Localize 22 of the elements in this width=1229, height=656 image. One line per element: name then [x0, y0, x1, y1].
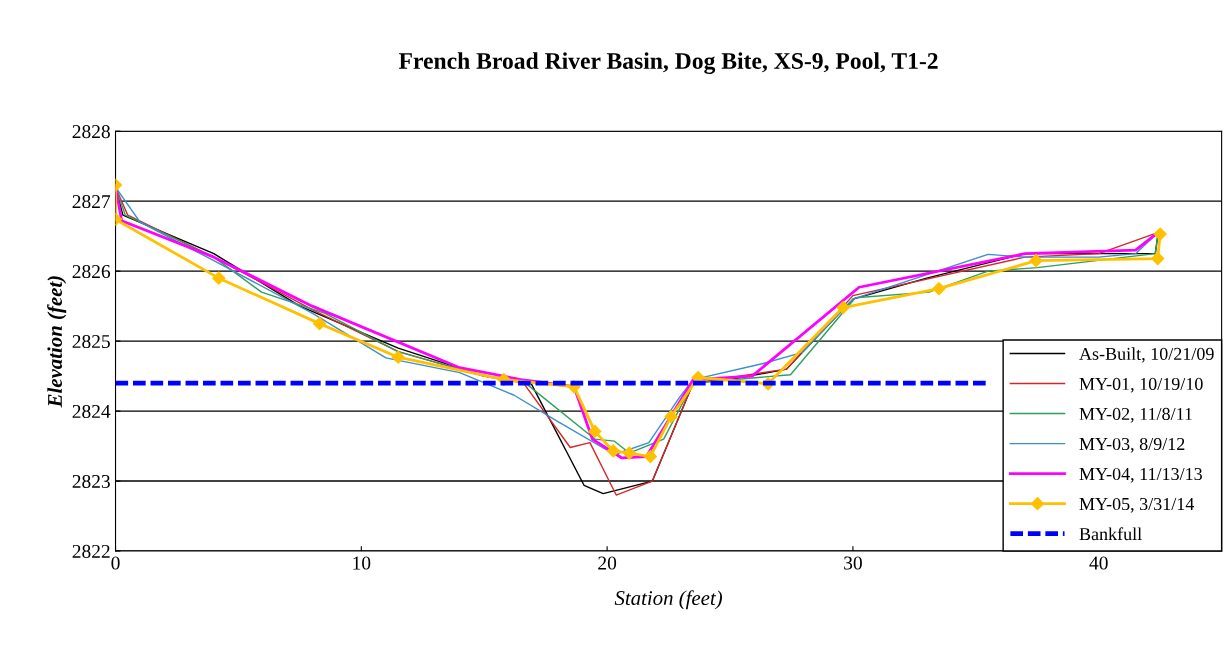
- y-tick-label: 2828: [72, 125, 110, 139]
- legend-label: MY-05, 3/31/14: [1079, 497, 1195, 513]
- legend-label: MY-03, 8/9/12: [1079, 437, 1185, 453]
- legend-label: Bankfull: [1079, 527, 1142, 541]
- x-tick-label: 0: [111, 556, 120, 570]
- legend-label: As-Built, 10/21/09: [1079, 347, 1214, 363]
- legend-label: MY-04, 11/13/13: [1079, 467, 1202, 483]
- legend-label: MY-01, 10/19/10: [1079, 377, 1203, 393]
- y-tick-label: 2826: [72, 264, 111, 279]
- x-tick-label: 20: [598, 556, 617, 570]
- y-tick-label: 2823: [72, 474, 110, 488]
- legend-label: MY-02, 11/8/11: [1079, 407, 1192, 423]
- y-tick-label: 2824: [72, 404, 111, 419]
- x-tick-label: 30: [844, 556, 862, 570]
- y-tick-label: 2822: [72, 544, 110, 558]
- y-tick-label: 2827: [72, 194, 111, 209]
- y-axis-title: Elevation (feet): [47, 276, 67, 408]
- x-tick-label: 10: [353, 556, 371, 570]
- y-tick-label: 2825: [72, 334, 110, 349]
- x-axis-title: Station (feet): [614, 590, 723, 610]
- x-tick-label: 40: [1089, 556, 1108, 570]
- chart-title: French Broad River Basin, Dog Bite, XS-9, Pool, T1-2: [398, 52, 938, 74]
